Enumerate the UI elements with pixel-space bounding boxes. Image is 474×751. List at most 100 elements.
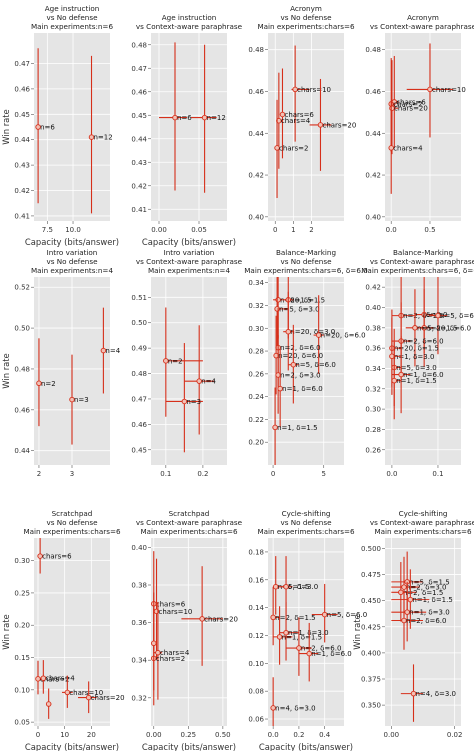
point-label: n=1, δ=1.5 [282, 633, 323, 641]
y-tick-label: 0.38 [365, 324, 381, 332]
chart-title-line: vs Context-aware paraphrase [370, 22, 474, 31]
chart-panel-6: 0.45 0.46 0.47 0.48 0.49 0.50 0.51 0.1 0.2 n=2 n=4… [131, 248, 242, 478]
point-label: n=1, δ=1.5 [412, 596, 453, 604]
data-point [35, 676, 41, 682]
y-tick-label: 0.46 [14, 406, 30, 414]
point-label: n=5, δ=6.0 [327, 611, 368, 619]
point-label: n=2, δ=1.5 [403, 589, 444, 597]
chart-title-line: Main experiments:n=4 [31, 266, 113, 275]
data-point [155, 649, 161, 656]
y-tick-label: 0.16 [248, 576, 264, 584]
point-label: n=1, δ=3.0 [394, 353, 435, 361]
plot-background [268, 538, 344, 726]
y-tick-label: 0.30 [248, 325, 264, 333]
y-axis-label: Win rate [1, 109, 11, 144]
plot-background [34, 33, 110, 221]
data-point [35, 124, 41, 130]
point-label: n=2, δ=1.5 [403, 312, 444, 320]
point-label: n=2, δ=6.0 [406, 617, 447, 625]
y-tick-label: 0.46 [131, 421, 147, 429]
y-tick-label: 0.32 [248, 302, 264, 310]
point-label: n=6 [177, 114, 192, 122]
x-tick-label: 0.50 [215, 731, 231, 739]
data-point [292, 86, 298, 93]
chart-title-line: Scratchpad [52, 509, 93, 518]
data-point [410, 690, 417, 697]
y-tick-label: 0.48 [131, 370, 147, 378]
y-tick-label: 0.42 [131, 182, 147, 190]
data-point [69, 396, 75, 403]
y-tick-label: 0.350 [361, 702, 381, 710]
y-tick-label: 0.400 [361, 649, 381, 657]
chart-title-line: vs No defense [280, 518, 332, 527]
y-tick-label: 0.44 [248, 130, 264, 138]
data-point [412, 325, 418, 331]
point-label: n=2, δ=6.0 [403, 338, 444, 346]
y-tick-label: 0.48 [14, 365, 30, 373]
y-tick-label: 0.500 [361, 545, 381, 553]
chart-title-line: Main experiments:n=4 [148, 266, 230, 275]
chart-panel-3: 0.400.420.440.460.480 1 2chars=10chars=6ch… [248, 4, 356, 234]
y-tick-label: 0.44 [14, 447, 30, 455]
chart-title-line: Main experiments:n=6 [31, 22, 113, 31]
chart-title-line: vs Context-aware paraphrase [370, 518, 474, 527]
data-point [283, 629, 289, 636]
y-tick-label: 0.14 [248, 604, 264, 612]
data-point [274, 145, 280, 151]
x-tick-label: 0.00 [146, 731, 162, 739]
data-point [272, 424, 278, 431]
point-label: chars=6 [284, 111, 314, 119]
y-tick-label: 0.50 [14, 325, 30, 333]
data-point [306, 650, 312, 657]
point-label: chars=20 [394, 105, 428, 113]
point-label: n=5, δ=1.5 [409, 578, 450, 586]
x-tick-label: 0.02 [447, 731, 463, 739]
data-point [404, 609, 410, 615]
y-tick-label: 0.46 [365, 88, 381, 96]
point-label: n=12 [207, 114, 226, 122]
y-tick-label: 0.34 [248, 279, 264, 287]
chart-panel-8: 0.26 0.28 0.30 0.32 0.34 0.36 0.38 0.40 0.42 0.0 0… [361, 248, 474, 478]
y-tick-label: 0.24 [248, 393, 264, 401]
y-tick-label: 0.450 [361, 597, 381, 605]
x-tick-label: 1 [291, 226, 295, 234]
y-tick-label: 0.46 [14, 85, 30, 93]
y-tick-label: 0.41 [131, 206, 147, 214]
chart-title-line: Age instruction [162, 13, 217, 22]
chart-title-line: Main experiments:chars=6 [374, 527, 472, 536]
data-point [398, 589, 404, 596]
data-point [181, 398, 188, 405]
chart-title-line: Acronym [290, 4, 322, 13]
y-tick-label: 0.42 [365, 284, 381, 292]
x-tick-label: 0 [273, 226, 277, 234]
chart-title-line: Balance-Marking [276, 248, 336, 257]
point-label: chars=20 [91, 694, 125, 702]
point-label: chars=10 [69, 689, 103, 697]
point-label: n=5, δ=1.5 [417, 324, 458, 332]
point-label: chars=2 [393, 101, 422, 109]
point-label: n=5, δ=3.0 [396, 364, 437, 372]
point-label: n=1, δ=3.0 [409, 609, 450, 617]
point-label: chars=4 [393, 144, 423, 152]
y-tick-label: 0.34 [131, 657, 147, 665]
chart-panel-1: 0.41 0.42 0.43 0.44 0.45 0.46 0.47 7.5 10.0 n=6 n=… [1, 4, 119, 247]
plot-background [385, 277, 461, 465]
data-point [36, 380, 42, 387]
chart-title-line: Main experiments:chars=6 [140, 527, 238, 536]
chart-title-line: Main experiments:chars=6 [23, 527, 121, 536]
point-label: chars=6 [396, 98, 426, 106]
point-label: n=5, δ=6.0 [295, 361, 336, 369]
chart-title-line: vs No defense [280, 257, 332, 266]
x-axis-label: Capacity (bits/answer) [25, 237, 119, 247]
data-point [163, 358, 169, 364]
x-tick-label: 10.0 [65, 226, 81, 234]
x-tick-label: 0.0 [386, 226, 397, 234]
x-tick-label: 0.05 [191, 226, 207, 234]
data-point [45, 701, 52, 707]
data-point [296, 645, 302, 651]
data-point [407, 596, 414, 603]
x-tick-label: 0.5 [424, 226, 435, 234]
y-tick-label: 0.36 [131, 619, 147, 627]
point-label: n=2 [41, 380, 56, 388]
y-tick-label: 0.08 [248, 688, 264, 696]
